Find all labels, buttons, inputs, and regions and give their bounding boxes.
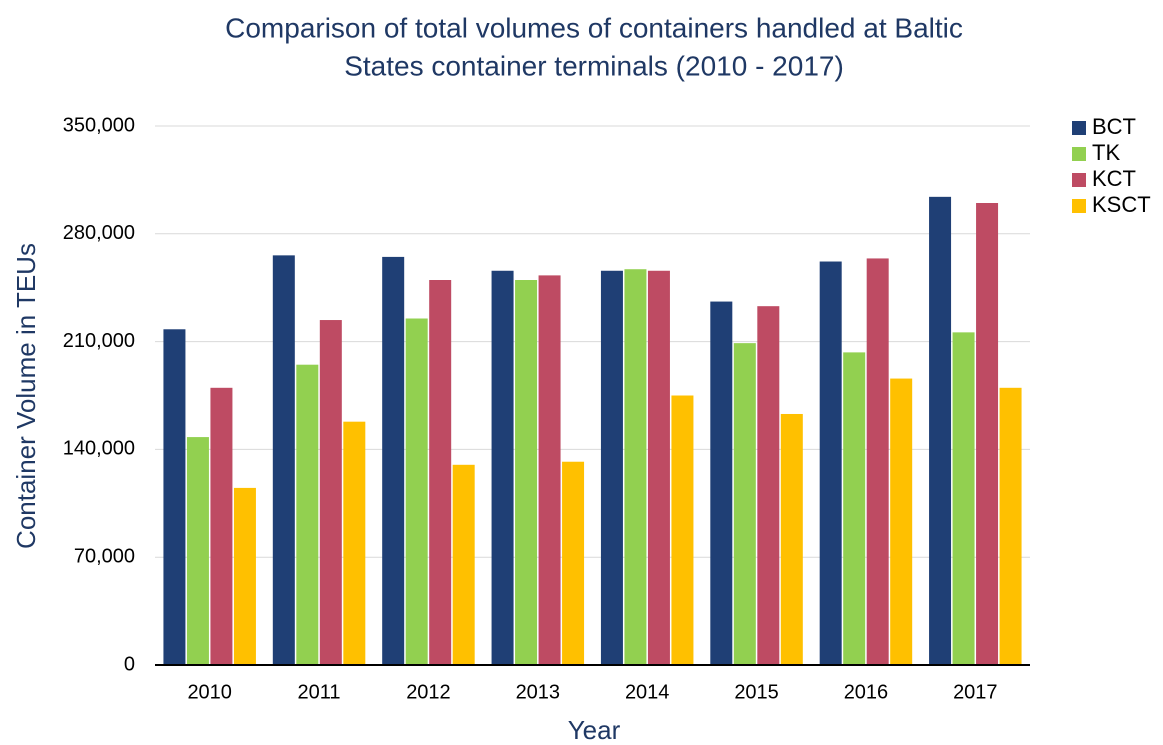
bar	[624, 269, 647, 665]
bar	[210, 387, 233, 665]
bar	[382, 256, 405, 665]
bar	[866, 258, 889, 665]
y-tick-label: 0	[124, 653, 135, 675]
bar	[562, 461, 585, 665]
bar	[405, 318, 428, 665]
y-axis-title: Container Volume in TEUs	[11, 243, 41, 549]
bar	[952, 332, 975, 665]
y-tick-label: 350,000	[63, 114, 135, 136]
bar	[491, 270, 514, 665]
x-tick-label: 2013	[516, 681, 561, 703]
bar	[429, 280, 452, 665]
bar	[452, 464, 475, 665]
x-axis-title: Year	[568, 715, 621, 745]
bar	[976, 203, 999, 665]
bar	[163, 329, 186, 665]
x-tick-label: 2011	[298, 681, 341, 703]
legend-label: TK	[1092, 140, 1120, 165]
bar	[233, 487, 256, 665]
x-tick-label: 2014	[625, 681, 670, 703]
bar	[671, 395, 694, 665]
bar	[890, 378, 913, 665]
bar	[515, 280, 538, 665]
legend-swatch	[1072, 121, 1086, 135]
bar	[780, 413, 803, 665]
bar	[733, 343, 756, 665]
y-tick-label: 210,000	[63, 330, 135, 352]
x-tick-label: 2016	[844, 681, 889, 703]
legend-swatch	[1072, 199, 1086, 213]
y-tick-label: 140,000	[63, 438, 135, 460]
bar	[538, 275, 561, 665]
y-tick-label: 70,000	[74, 545, 135, 567]
y-tick-label: 280,000	[63, 222, 135, 244]
bar	[757, 306, 780, 665]
x-tick-label: 2012	[406, 681, 451, 703]
bar	[343, 421, 366, 665]
legend-swatch	[1072, 173, 1086, 187]
bar	[999, 387, 1022, 665]
chart-title: Comparison of total volumes of container…	[225, 12, 963, 43]
bar	[929, 196, 952, 665]
bar	[600, 270, 623, 665]
legend-label: KCT	[1092, 166, 1136, 191]
bar	[819, 261, 842, 665]
x-tick-label: 2010	[187, 681, 232, 703]
x-tick-label: 2015	[734, 681, 779, 703]
bar	[319, 320, 342, 665]
chart-title: States container terminals (2010 - 2017)	[344, 50, 844, 81]
x-tick-label: 2017	[953, 681, 998, 703]
bar	[843, 352, 866, 665]
bar	[710, 301, 733, 665]
legend-label: KSCT	[1092, 192, 1151, 217]
bar	[647, 270, 670, 665]
bar	[272, 255, 295, 666]
legend-swatch	[1072, 147, 1086, 161]
bar	[186, 437, 209, 665]
legend-label: BCT	[1092, 114, 1136, 139]
bar	[296, 364, 319, 665]
